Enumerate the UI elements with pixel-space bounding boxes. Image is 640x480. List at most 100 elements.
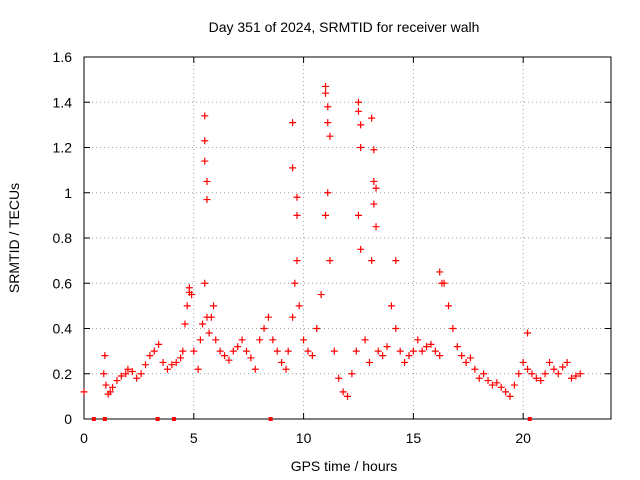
data-point — [383, 343, 391, 351]
data-point — [493, 379, 501, 387]
data-point — [354, 107, 362, 115]
y-axis-label: SRMTID / TECUs — [6, 183, 22, 293]
data-point — [212, 336, 220, 344]
data-point — [462, 358, 470, 366]
data-point — [205, 329, 213, 337]
data-point — [392, 257, 400, 265]
y-tick-label: 0.8 — [53, 230, 73, 246]
data-point — [438, 279, 446, 287]
y-tick-label: 0 — [64, 411, 72, 427]
data-point — [502, 388, 510, 396]
data-point — [510, 381, 518, 389]
x-axis-marker — [172, 417, 177, 421]
x-axis-label: GPS time / hours — [291, 458, 398, 474]
data-point — [519, 358, 527, 366]
data-point — [100, 370, 108, 378]
data-point — [293, 257, 301, 265]
y-tick-label: 0.2 — [53, 366, 73, 382]
data-point — [210, 302, 218, 310]
data-point — [282, 365, 290, 373]
data-point — [229, 347, 237, 355]
data-point — [179, 347, 187, 355]
data-point — [190, 347, 198, 355]
data-point — [392, 325, 400, 332]
data-point — [524, 329, 532, 337]
data-point — [365, 358, 373, 366]
data-point — [155, 340, 163, 348]
data-point — [238, 336, 246, 344]
data-point — [537, 377, 545, 385]
data-point — [216, 347, 224, 355]
data-point — [322, 211, 330, 219]
data-point — [423, 343, 431, 351]
data-point — [572, 372, 580, 380]
data-point — [436, 268, 444, 276]
data-point — [247, 354, 255, 362]
data-point — [357, 121, 365, 129]
data-point — [251, 365, 259, 373]
data-point — [449, 325, 457, 332]
data-points — [80, 82, 584, 400]
data-point — [304, 347, 312, 355]
x-axis-marker — [155, 417, 160, 421]
data-point — [188, 291, 196, 299]
data-point — [201, 137, 209, 145]
data-point — [348, 370, 356, 378]
data-point — [207, 313, 215, 321]
data-point — [524, 365, 532, 373]
grid-lines — [84, 57, 611, 419]
data-point — [324, 189, 332, 197]
data-point — [199, 320, 207, 328]
data-point — [405, 352, 413, 360]
data-point — [370, 177, 378, 185]
data-point — [295, 302, 303, 310]
x-axis-marker — [102, 417, 107, 421]
data-point — [326, 257, 334, 265]
y-tick-label: 1.2 — [53, 140, 73, 156]
chart-title: Day 351 of 2024, SRMTID for receiver wal… — [209, 19, 480, 35]
data-point — [497, 383, 505, 391]
data-point — [124, 365, 132, 373]
data-point — [475, 374, 483, 382]
data-point — [372, 223, 380, 231]
data-point — [427, 340, 435, 348]
data-point — [242, 347, 250, 355]
data-point — [284, 347, 292, 355]
data-point — [370, 200, 378, 208]
data-point — [291, 279, 299, 287]
data-point — [289, 119, 297, 127]
x-axis-marker — [91, 417, 96, 421]
data-point — [330, 347, 338, 355]
data-point — [506, 392, 514, 400]
x-tick-label: 0 — [80, 430, 88, 446]
data-point — [458, 352, 466, 360]
x-tick-label: 20 — [515, 430, 531, 446]
data-point — [317, 291, 325, 299]
data-point — [289, 164, 297, 172]
data-point — [150, 347, 158, 355]
data-point — [546, 358, 554, 366]
data-point — [183, 302, 191, 310]
data-point — [357, 245, 365, 253]
data-point — [80, 388, 88, 396]
data-point — [146, 352, 154, 360]
data-point — [370, 146, 378, 154]
data-point — [374, 347, 382, 355]
y-tick-label: 0.6 — [53, 275, 73, 291]
data-point — [201, 112, 209, 120]
data-point — [308, 352, 316, 360]
data-point — [431, 347, 439, 355]
data-point — [396, 347, 404, 355]
data-point — [234, 343, 242, 351]
data-point — [436, 352, 444, 360]
data-point — [122, 370, 130, 378]
data-point — [201, 279, 209, 287]
data-point — [344, 392, 351, 400]
data-point — [194, 365, 202, 373]
data-point — [401, 358, 409, 366]
x-axis-marker — [268, 417, 273, 421]
data-point — [168, 361, 176, 369]
data-point — [322, 89, 330, 97]
data-point — [372, 184, 380, 192]
